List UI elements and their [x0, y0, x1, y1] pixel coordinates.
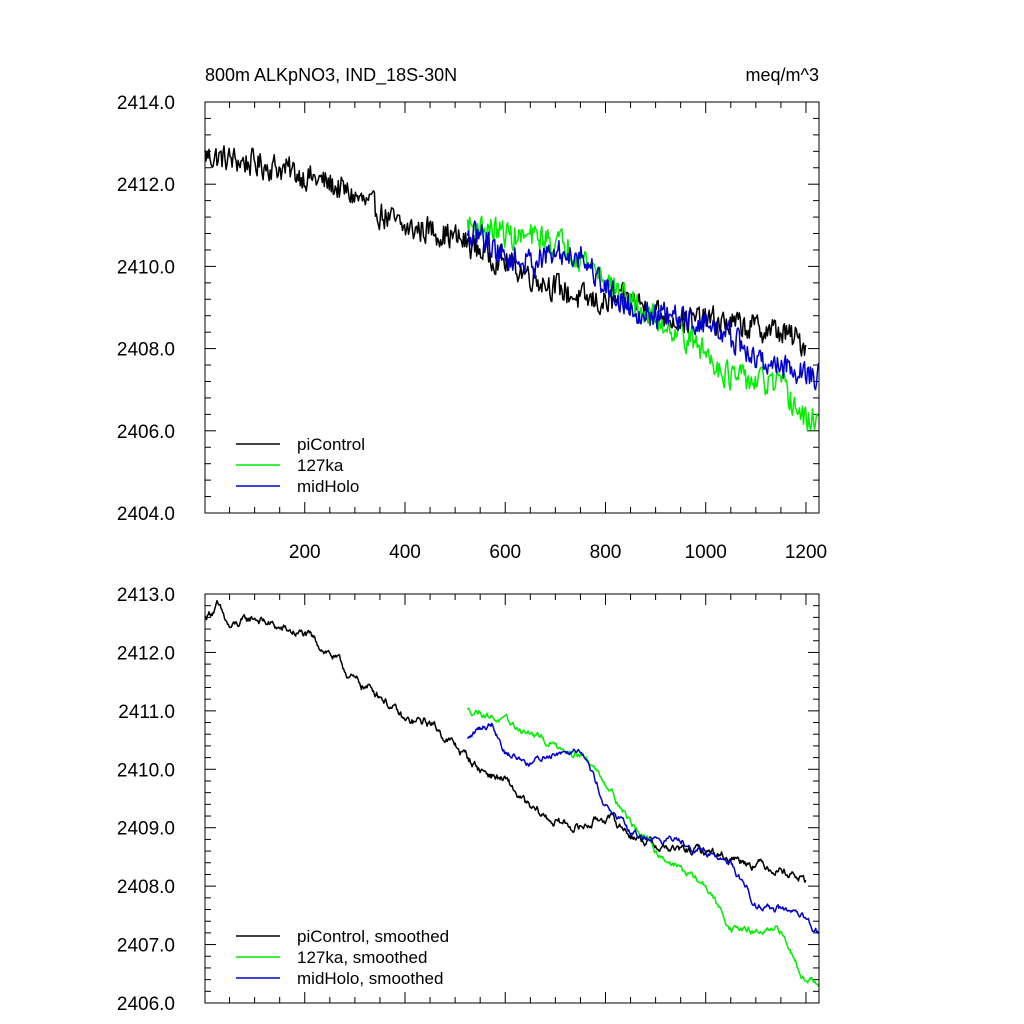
x-tick-label: 600: [489, 542, 521, 563]
legend-label: piControl, smoothed: [297, 927, 449, 946]
units-label: meq/m^3: [746, 65, 819, 85]
top-series-lines: [204, 145, 820, 432]
series-line-127ka-smoothed: [466, 707, 820, 987]
y-tick-label: 2410.0: [117, 760, 175, 781]
x-tick-label: 1000: [685, 542, 727, 563]
y-tick-label: 2408.0: [117, 340, 175, 361]
chart-title: 800m ALKpNO3, IND_18S-30N: [205, 65, 457, 86]
series-line-picontrol-smoothed: [204, 599, 807, 883]
bottom-legend: piControl, smoothed 127ka, smoothed midHol…: [236, 927, 449, 988]
legend-label: midHolo, smoothed: [297, 969, 443, 988]
y-tick-label: 2409.0: [117, 819, 175, 840]
x-tick-label: 800: [590, 542, 622, 563]
y-tick-label: 2407.0: [117, 936, 175, 957]
y-tick-label: 2410.0: [117, 257, 175, 278]
y-tick-label: 2411.0: [118, 702, 175, 723]
legend-label: 127ka: [297, 456, 344, 475]
bottom-plot-frame: [204, 593, 820, 1004]
series-line-midholo-smoothed: [466, 722, 820, 935]
top-legend: piControl 127ka midHolo: [236, 435, 365, 496]
y-tick-label: 2412.0: [117, 643, 175, 664]
y-tick-label: 2408.0: [117, 877, 175, 898]
series-line-midholo: [466, 220, 820, 391]
x-tick-label: 1200: [785, 542, 827, 563]
x-tick-label: 400: [389, 542, 421, 563]
y-tick-label: 2414.0: [117, 93, 175, 114]
bottom-axis-ticks: 2406.0 2407.0 2408.0 2409.0 2410.0 2411.0 2412…: [117, 585, 819, 1015]
top-plot-frame: [204, 101, 820, 514]
top-axis-ticks: 200 400 600 800 1000 1200 2404.0 2406.0 2408.0 24…: [117, 93, 827, 563]
top-panel: 800m ALKpNO3, IND_18S-30N meq/m^3 200 400…: [117, 65, 827, 563]
bottom-panel: 2406.0 2407.0 2408.0 2409.0 2410.0 2411.0 2412…: [117, 585, 820, 1015]
y-tick-label: 2406.0: [117, 422, 175, 443]
bottom-series-lines: [204, 599, 820, 987]
y-tick-label: 2413.0: [117, 585, 175, 606]
legend-label: piControl: [297, 435, 365, 454]
legend-label: 127ka, smoothed: [297, 948, 427, 967]
legend-label: midHolo: [297, 477, 359, 496]
x-tick-label: 200: [289, 542, 321, 563]
y-tick-label: 2404.0: [117, 504, 175, 525]
series-line-picontrol: [204, 145, 807, 357]
y-tick-label: 2406.0: [117, 994, 175, 1015]
y-tick-label: 2412.0: [117, 175, 175, 196]
series-line-127ka: [466, 215, 819, 432]
